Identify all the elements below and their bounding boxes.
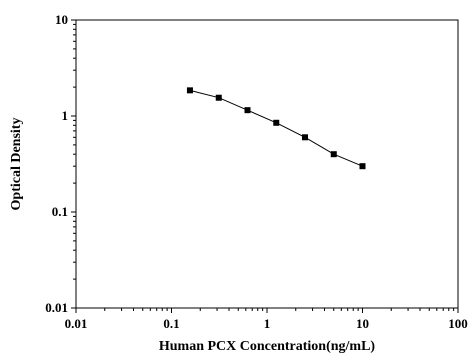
data-point — [186, 87, 193, 94]
x-tick-label: 0.1 — [163, 316, 179, 331]
data-point — [359, 163, 366, 170]
x-axis-label: Human PCX Concentration(ng/mL) — [159, 339, 376, 354]
y-tick-label: 0.01 — [45, 300, 68, 315]
y-tick-label: 10 — [55, 12, 68, 27]
data-point — [302, 134, 309, 141]
x-tick-label: 1 — [264, 316, 271, 331]
data-point — [215, 94, 222, 101]
data-point — [330, 151, 337, 158]
data-point — [244, 107, 251, 114]
x-tick-label: 10 — [356, 316, 369, 331]
x-tick-label: 0.01 — [65, 316, 88, 331]
data-point — [273, 119, 280, 126]
series-layer — [186, 87, 366, 170]
plot-frame — [75, 19, 459, 309]
y-axis-ticks: 0.01 0.1 1 10 — [45, 12, 76, 315]
y-tick-label: 0.1 — [52, 204, 68, 219]
x-axis-ticks: 0.01 0.1 1 10 100 — [65, 308, 468, 331]
y-tick-label: 1 — [62, 108, 69, 123]
y-axis-label: Optical Density — [9, 118, 24, 211]
x-tick-label: 100 — [448, 316, 468, 331]
